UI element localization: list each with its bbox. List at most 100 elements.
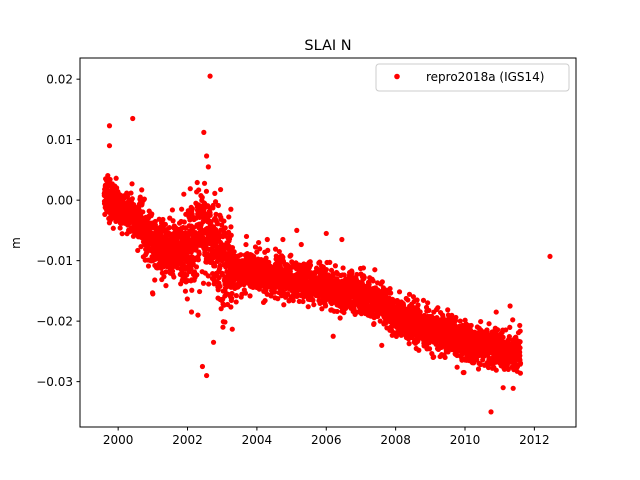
data-point [268,293,274,299]
data-point [171,274,177,280]
data-point [229,295,235,301]
data-point [217,283,223,289]
data-point [263,255,269,261]
data-point [243,241,249,248]
data-point [221,218,227,224]
data-point [319,306,325,312]
outlier-point [372,267,378,273]
data-point [212,199,219,205]
data-point [317,259,323,265]
data-point [170,218,176,224]
data-point [137,194,143,200]
data-point [388,290,394,296]
y-tick-label: 0.02 [46,72,73,86]
data-point [310,297,316,303]
data-point [163,283,169,289]
data-point [194,179,200,186]
data-point [105,172,111,179]
outlier-point [195,312,201,318]
data-point [406,291,413,297]
data-point [201,180,208,186]
data-point [307,262,314,268]
data-point [242,290,249,296]
outlier-point [207,73,213,79]
data-point [327,259,333,265]
data-point [340,265,346,271]
data-point [196,251,202,257]
data-point [217,186,224,193]
data-point [396,289,403,295]
data-point [196,288,203,295]
legend: repro2018a (IGS14) [375,63,570,92]
outlier-point [106,123,113,129]
data-point [420,297,427,303]
data-point [247,293,253,299]
data-point [149,211,155,217]
data-point [251,253,257,260]
data-point [181,219,187,225]
data-point [257,246,263,252]
outlier-point [431,309,437,315]
data-point [128,190,134,196]
data-point [379,279,385,285]
data-point [475,366,482,372]
data-point [361,274,367,280]
data-point [442,354,448,361]
data-point [517,339,523,345]
data-point [426,307,432,314]
data-point [414,297,420,303]
data-point [300,298,306,305]
data-point [208,219,214,225]
data-point [323,266,329,273]
data-point [500,334,506,340]
data-point [184,296,190,302]
data-point [425,300,431,306]
data-point [266,259,272,265]
x-tick-label: 2008 [380,433,411,447]
data-point [387,286,393,292]
data-point [138,244,144,250]
data-point [445,307,451,313]
y-tick-label: 0.00 [46,193,73,207]
data-point [415,302,421,308]
data-point [212,190,218,196]
x-tick-label: 2002 [172,433,203,447]
data-point [349,269,355,275]
data-point [215,202,221,209]
data-point [141,196,147,202]
data-point [410,294,417,300]
data-point [229,244,236,251]
data-point [478,318,484,325]
data-point [218,306,224,312]
data-point [416,347,422,353]
data-point [256,239,262,246]
data-point [222,319,228,325]
data-point [163,269,169,275]
data-point [200,280,207,286]
data-point [280,254,286,260]
data-point [406,341,412,347]
data-point [182,288,189,294]
data-point [228,232,234,238]
outlier-point [106,143,113,149]
data-point [196,187,202,193]
data-point [238,252,244,258]
data-point [206,281,212,287]
data-point [189,287,195,293]
data-point [226,214,232,220]
outlier-point [150,291,156,297]
data-point [107,176,113,183]
data-point [213,211,219,217]
x-tick-label: 2012 [519,433,550,447]
data-point [276,248,282,255]
data-point [117,225,123,231]
outlier-point [199,363,206,370]
data-point [377,318,383,324]
data-point [341,309,347,316]
outlier-point [130,115,136,122]
data-point [205,273,211,279]
data-point [262,298,268,304]
data-point [119,231,125,237]
outlier-point [379,342,385,348]
data-point [281,302,287,308]
